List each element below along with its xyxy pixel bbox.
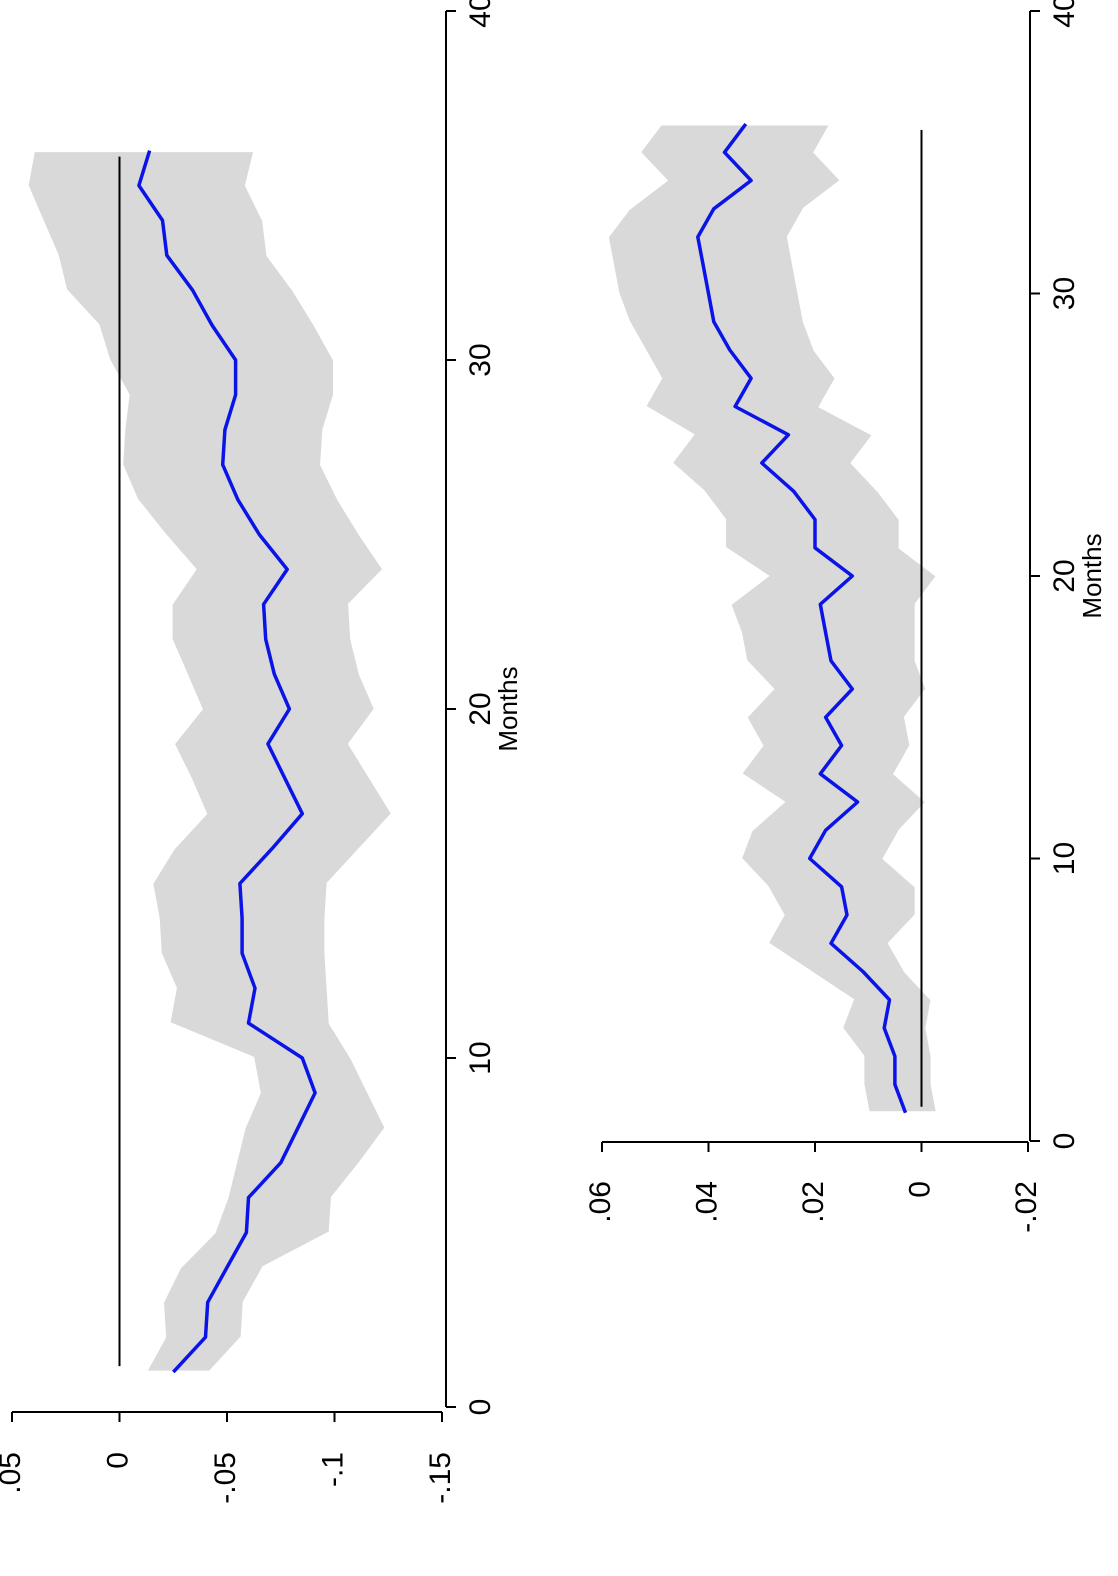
x-axis-title: Months <box>493 666 523 751</box>
y-tick-label: .06 <box>584 1181 617 1223</box>
y-tick-label: .02 <box>797 1181 830 1223</box>
x-tick-label: 30 <box>464 343 497 376</box>
x-tick-label: 10 <box>1048 842 1081 875</box>
confidence-band <box>605 122 940 1115</box>
x-tick-label: 10 <box>464 1041 497 1074</box>
x-tick-label: 30 <box>1048 277 1081 310</box>
x-axis-title: Months <box>1077 533 1107 618</box>
confidence-band <box>25 149 395 1374</box>
y-tick-label: -.15 <box>424 1452 457 1504</box>
x-tick-label: 0 <box>1048 1133 1081 1150</box>
y-tick-label: -.1 <box>316 1452 349 1487</box>
estimate-line <box>137 150 317 1374</box>
y-tick-label: 0 <box>903 1181 936 1198</box>
x-tick-label: 20 <box>464 692 497 725</box>
y-tick-label: -.05 <box>209 1452 242 1504</box>
chart-bottom: 0 10 20 30 40 Months .06 .04 .02 0 -.02 <box>584 0 1107 1233</box>
x-tick-label: 40 <box>1048 0 1081 28</box>
y-tick-label: .04 <box>690 1181 723 1223</box>
y-tick-label: -.02 <box>1010 1181 1043 1233</box>
y-tick-label: 0 <box>101 1452 134 1469</box>
chart-top: 0 10 20 30 40 Months .05 0 -.05 -.1 -.15 <box>0 0 523 1504</box>
x-tick-label: 40 <box>464 0 497 28</box>
estimate-line <box>696 122 908 1114</box>
x-tick-label: 20 <box>1048 559 1081 592</box>
x-tick-label: 0 <box>464 1399 497 1416</box>
y-tick-label: .05 <box>0 1452 27 1494</box>
